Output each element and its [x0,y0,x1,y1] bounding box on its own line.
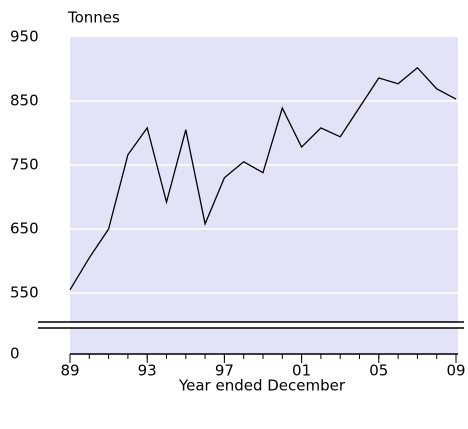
y-tick-label: 850 [10,92,39,110]
y-tick-label: 550 [10,284,39,302]
y-tick-label: 750 [10,156,39,174]
x-tick-label: 97 [215,362,234,380]
x-tick-label: 93 [138,362,157,380]
y-tick-label: 650 [10,220,39,238]
x-tick-label: 01 [292,362,311,380]
y-tick-label: 0 [10,345,20,363]
x-tick-label: 05 [369,362,388,380]
x-tick-label: 89 [60,362,79,380]
plot-background [70,37,458,354]
axis-break [38,322,464,328]
y-axis-label: Tonnes [67,9,120,27]
data-line [69,66,457,291]
x-axis-label: Year ended December [178,377,346,395]
x-tick-label: 09 [446,362,465,380]
y-tick-label: 950 [10,28,39,46]
